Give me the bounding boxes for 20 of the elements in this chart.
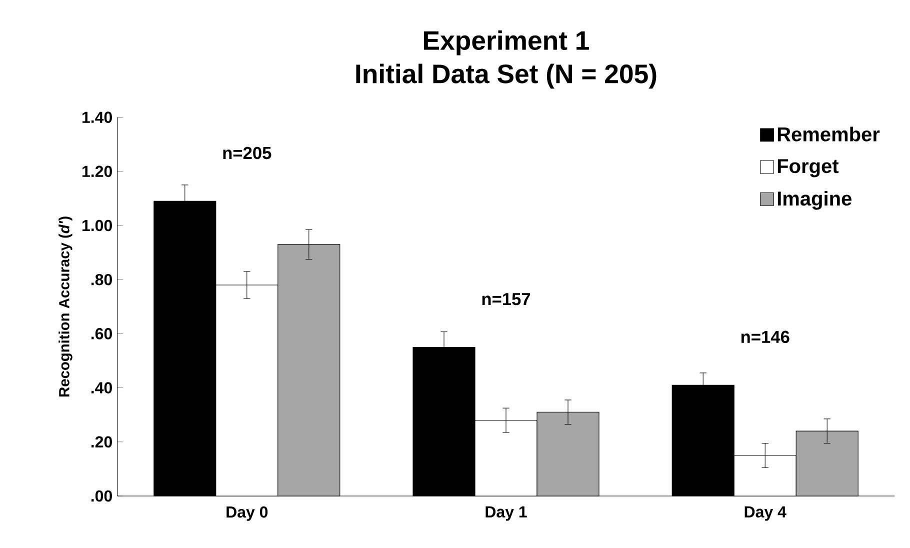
annotation: n=205 <box>223 146 272 160</box>
y-tick-label: 1.40 <box>82 112 112 123</box>
legend-label: Remember <box>778 126 880 142</box>
annotation: n=146 <box>741 330 790 344</box>
x-tick-label: Day 4 <box>744 506 786 521</box>
y-tick-label: .20 <box>91 436 112 448</box>
annotation: n=157 <box>482 293 530 306</box>
x-tick-label: Day 0 <box>226 506 268 521</box>
legend-label: Imagine <box>778 190 852 210</box>
y-axis-title: Recognition Accuracy (d') <box>58 216 72 396</box>
chart-title: Experiment 1 <box>424 30 589 56</box>
y-tick-label: .00 <box>91 490 112 502</box>
y-tick-label: .80 <box>91 274 112 286</box>
x-tick-label: Day 1 <box>486 506 527 521</box>
y-tick-label: 1.20 <box>82 166 112 178</box>
y-tick-label: 1.00 <box>82 220 112 232</box>
legend-label: Forget <box>778 159 839 178</box>
y-tick-label: .40 <box>91 382 112 394</box>
chart-subtitle: Initial Data Set (N = 205) <box>356 64 656 89</box>
y-tick-label: .60 <box>91 328 112 340</box>
